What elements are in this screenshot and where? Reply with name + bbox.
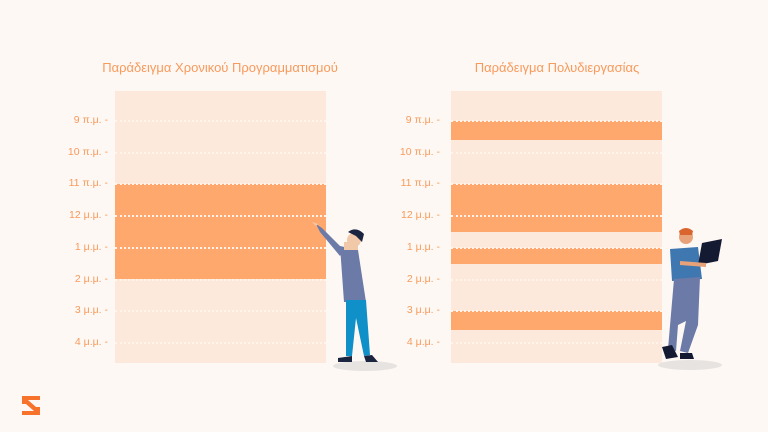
hour-gridline: [115, 278, 326, 281]
hour-gridline: [115, 151, 326, 154]
hour-gridline: [451, 120, 662, 122]
hour-gridline: [451, 246, 662, 249]
time-label: 3 μ.μ. -: [406, 304, 440, 317]
time-label: 11 π.μ. -: [400, 177, 440, 190]
hour-gridline: [115, 310, 326, 313]
time-label: 1 μ.μ. -: [406, 240, 440, 253]
scheduled-block: [451, 247, 662, 264]
hour-gridline: [115, 341, 326, 344]
hour-gridline: [115, 120, 326, 122]
scheduled-block: [451, 311, 662, 331]
scheduled-block: [451, 121, 662, 141]
time-label: 9 π.μ. -: [73, 114, 108, 126]
time-label: 2 μ.μ. -: [406, 272, 440, 285]
time-label: 10 π.μ. -: [399, 145, 440, 158]
time-label: 12 μ.μ. -: [69, 209, 108, 222]
left-title: Παράδειγμα Χρονικού Προγραμματισμού: [102, 60, 338, 75]
time-label: 10 π.μ. -: [67, 145, 108, 158]
time-label: 1 μ.μ. -: [74, 240, 108, 253]
hour-gridline: [115, 183, 326, 186]
hour-gridline: [115, 215, 326, 218]
time-label: 11 π.μ. -: [68, 177, 108, 190]
person-with-laptop-illustration: [658, 228, 722, 370]
time-blocking-schedule: [115, 91, 326, 363]
time-label: 2 μ.μ. -: [74, 272, 108, 285]
time-label: 12 μ.μ. -: [401, 209, 440, 222]
time-label: 9 π.μ. -: [405, 114, 440, 126]
hour-gridline: [451, 310, 662, 313]
time-label: 4 μ.μ. -: [74, 335, 108, 348]
scheduled-block: [115, 184, 326, 280]
hour-gridline: [451, 215, 662, 218]
scheduled-block: [451, 184, 662, 232]
hour-gridline: [115, 246, 326, 249]
hourglass-logo-icon: [22, 396, 40, 415]
hour-gridline: [451, 278, 662, 281]
time-label: 4 μ.μ. -: [406, 335, 440, 348]
hour-gridline: [451, 151, 662, 154]
hour-gridline: [451, 183, 662, 186]
multitasking-schedule: [451, 91, 662, 363]
person-pointing-illustration: [312, 222, 397, 371]
hour-gridline: [451, 341, 662, 344]
time-label: 3 μ.μ. -: [74, 304, 108, 317]
right-title: Παράδειγμα Πολυδιεργασίας: [474, 60, 640, 75]
